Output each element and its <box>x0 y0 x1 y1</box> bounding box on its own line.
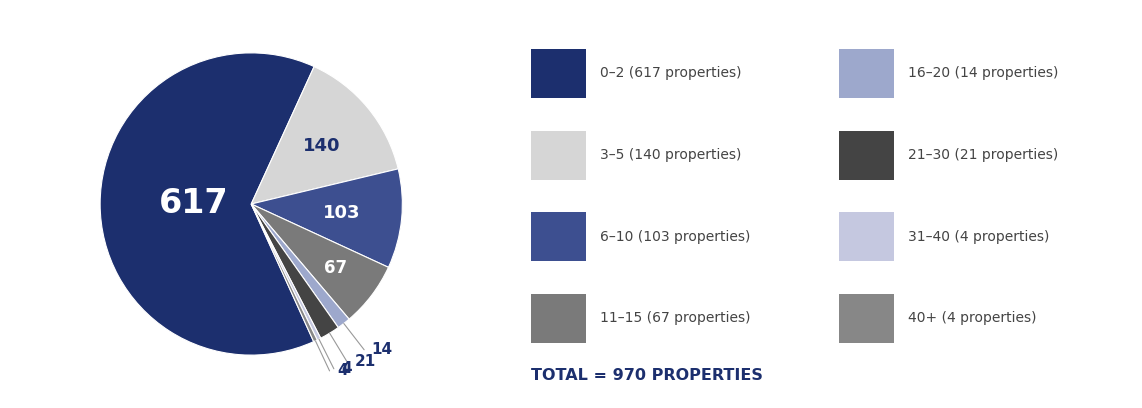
Text: 4: 4 <box>337 364 348 378</box>
Wedge shape <box>251 169 402 267</box>
Wedge shape <box>251 204 321 340</box>
Wedge shape <box>100 53 314 355</box>
Text: 40+ (4 properties): 40+ (4 properties) <box>908 311 1037 325</box>
Wedge shape <box>251 204 388 319</box>
Text: 21: 21 <box>354 354 376 369</box>
Wedge shape <box>251 204 317 341</box>
Text: 3–5 (140 properties): 3–5 (140 properties) <box>600 148 741 162</box>
Wedge shape <box>251 204 338 338</box>
Wedge shape <box>251 204 349 328</box>
Text: 14: 14 <box>371 342 393 357</box>
Text: 31–40 (4 properties): 31–40 (4 properties) <box>908 230 1049 244</box>
Text: 140: 140 <box>303 137 340 155</box>
Text: 6–10 (103 properties): 6–10 (103 properties) <box>600 230 750 244</box>
Wedge shape <box>251 67 399 204</box>
Text: TOTAL = 970 PROPERTIES: TOTAL = 970 PROPERTIES <box>531 368 763 383</box>
Text: 21–30 (21 properties): 21–30 (21 properties) <box>908 148 1059 162</box>
Text: 11–15 (67 properties): 11–15 (67 properties) <box>600 311 750 325</box>
Text: 617: 617 <box>159 187 228 220</box>
Text: 103: 103 <box>323 204 360 222</box>
Text: 16–20 (14 properties): 16–20 (14 properties) <box>908 67 1059 80</box>
Text: 67: 67 <box>324 259 347 277</box>
Text: 4: 4 <box>341 361 352 376</box>
Text: 0–2 (617 properties): 0–2 (617 properties) <box>600 67 741 80</box>
